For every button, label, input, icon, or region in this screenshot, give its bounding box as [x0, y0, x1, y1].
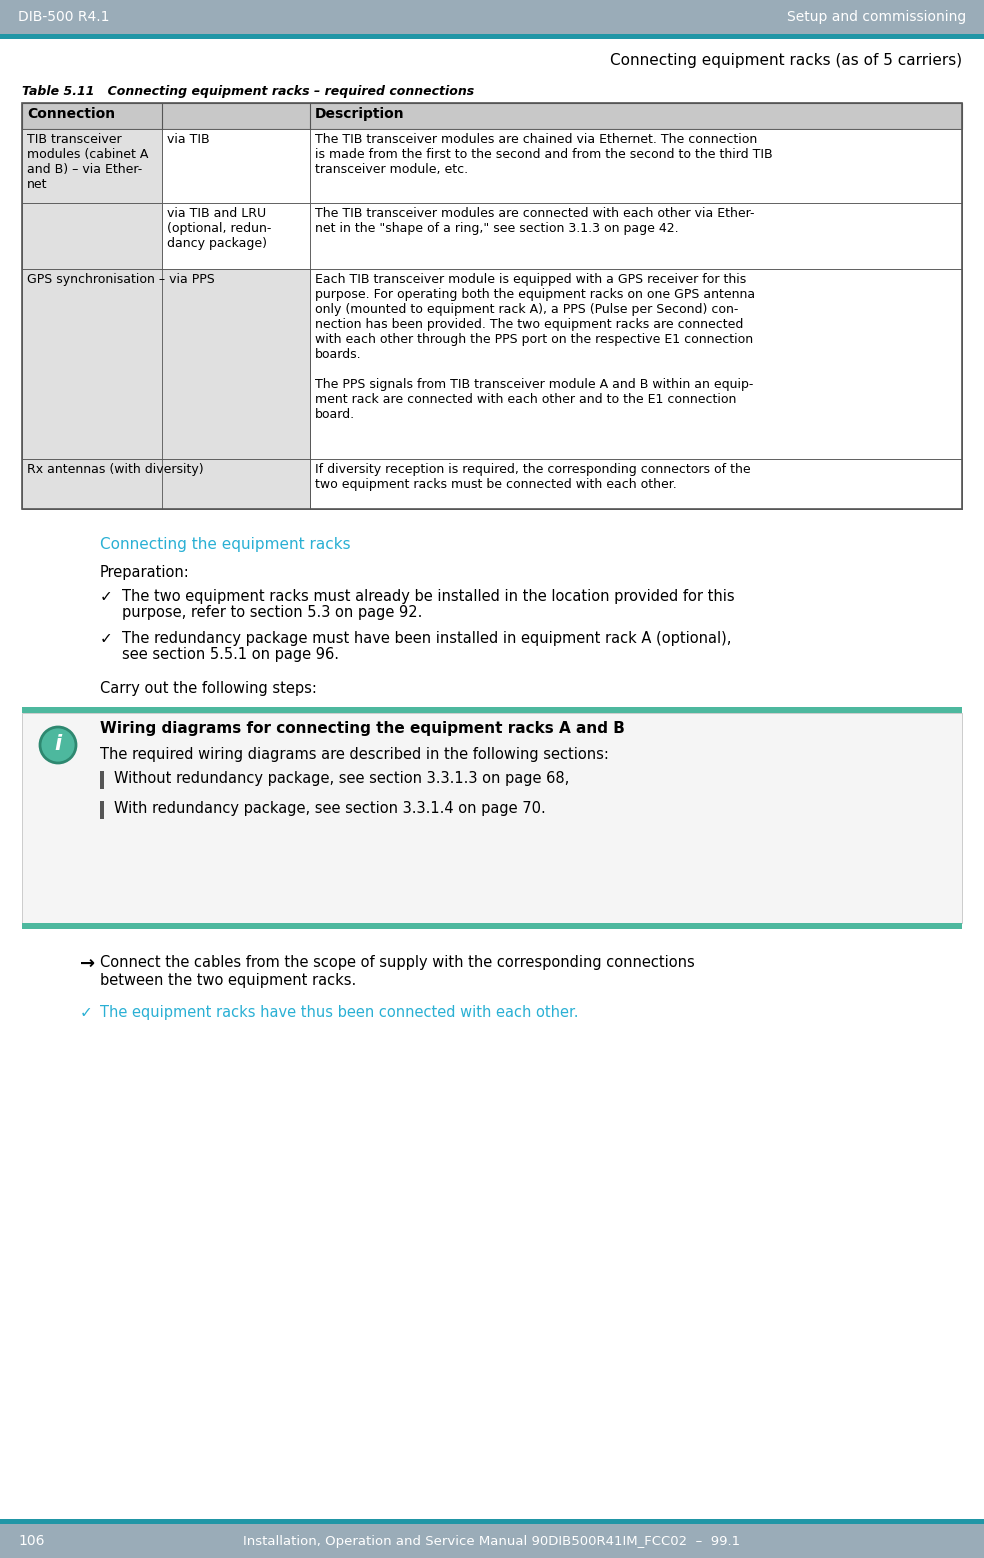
Bar: [0, 1519, 984, 1524]
Text: The TIB transceiver modules are chained via Ethernet. The connection
is made fro: The TIB transceiver modules are chained …: [315, 132, 772, 176]
Bar: [162, 129, 310, 203]
Text: Connect the cables from the scope of supply with the corresponding connections: Connect the cables from the scope of sup…: [100, 955, 695, 971]
Text: The equipment racks have thus been connected with each other.: The equipment racks have thus been conne…: [100, 1005, 579, 1020]
Bar: [310, 270, 962, 460]
Text: Description: Description: [315, 108, 404, 122]
Bar: [22, 460, 962, 509]
Text: The redundancy package must have been installed in equipment rack A (optional),: The redundancy package must have been in…: [122, 631, 731, 647]
Text: Connection: Connection: [27, 108, 115, 122]
Text: →: →: [80, 955, 95, 974]
Text: With redundancy package, see section 3.3.1.4 on page 70.: With redundancy package, see section 3.3…: [114, 801, 546, 816]
Text: via TIB: via TIB: [167, 132, 210, 146]
Bar: [162, 203, 310, 270]
Bar: [100, 771, 104, 788]
Text: TIB transceiver
modules (cabinet A
and B) – via Ether-
net: TIB transceiver modules (cabinet A and B…: [27, 132, 149, 192]
Bar: [0, 1524, 984, 1558]
Text: Without redundancy package, see section 3.3.1.3 on page 68,: Without redundancy package, see section …: [114, 771, 570, 785]
Bar: [310, 203, 962, 270]
Text: Carry out the following steps:: Carry out the following steps:: [100, 681, 317, 696]
Text: The required wiring diagrams are described in the following sections:: The required wiring diagrams are describ…: [100, 746, 609, 762]
Text: ✓: ✓: [80, 1005, 92, 1020]
Text: The two equipment racks must already be installed in the location provided for t: The two equipment racks must already be …: [122, 589, 735, 605]
Text: GPS synchronisation – via PPS: GPS synchronisation – via PPS: [27, 273, 215, 287]
Bar: [22, 922, 962, 929]
Text: ✓: ✓: [100, 631, 113, 647]
Text: Setup and commissioning: Setup and commissioning: [787, 9, 966, 23]
Text: 106: 106: [18, 1535, 44, 1549]
Text: between the two equipment racks.: between the two equipment racks.: [100, 974, 356, 988]
Circle shape: [40, 728, 76, 763]
Bar: [310, 460, 962, 509]
Text: Connecting the equipment racks: Connecting the equipment racks: [100, 538, 350, 552]
Text: i: i: [54, 734, 62, 754]
Text: DIB-500 R4.1: DIB-500 R4.1: [18, 9, 109, 23]
Text: ✓: ✓: [100, 589, 113, 605]
Bar: [22, 103, 962, 129]
Text: Rx antennas (with diversity): Rx antennas (with diversity): [27, 463, 204, 477]
Text: Wiring diagrams for connecting the equipment racks A and B: Wiring diagrams for connecting the equip…: [100, 721, 625, 735]
Bar: [100, 801, 104, 820]
Text: Installation, Operation and Service Manual 90DIB500R41IM_FCC02  –  99.1: Installation, Operation and Service Manu…: [243, 1535, 741, 1547]
Text: Table 5.11   Connecting equipment racks – required connections: Table 5.11 Connecting equipment racks – …: [22, 86, 474, 98]
Bar: [22, 103, 962, 509]
Bar: [22, 714, 962, 922]
Bar: [0, 34, 984, 39]
Bar: [0, 0, 984, 34]
Text: The TIB transceiver modules are connected with each other via Ether-
net in the : The TIB transceiver modules are connecte…: [315, 207, 755, 235]
Text: Preparation:: Preparation:: [100, 566, 190, 580]
Bar: [22, 203, 162, 270]
Bar: [22, 707, 962, 714]
Text: purpose, refer to section 5.3 on page 92.: purpose, refer to section 5.3 on page 92…: [122, 605, 422, 620]
Text: see section 5.5.1 on page 96.: see section 5.5.1 on page 96.: [122, 647, 339, 662]
Text: Each TIB transceiver module is equipped with a GPS receiver for this
purpose. Fo: Each TIB transceiver module is equipped …: [315, 273, 755, 421]
Bar: [310, 129, 962, 203]
Text: via TIB and LRU
(optional, redun-
dancy package): via TIB and LRU (optional, redun- dancy …: [167, 207, 272, 249]
Bar: [22, 270, 962, 460]
Bar: [22, 129, 162, 203]
Text: Connecting equipment racks (as of 5 carriers): Connecting equipment racks (as of 5 carr…: [610, 53, 962, 69]
Text: If diversity reception is required, the corresponding connectors of the
two equi: If diversity reception is required, the …: [315, 463, 751, 491]
